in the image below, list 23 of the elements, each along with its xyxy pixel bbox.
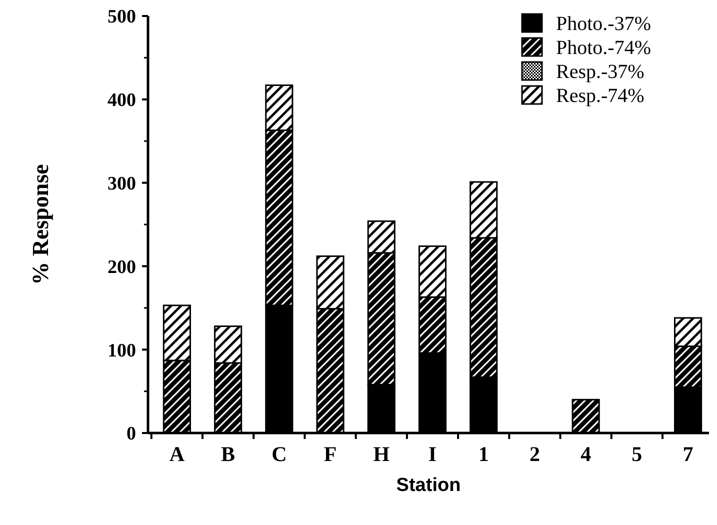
x-tick-label: I xyxy=(428,442,437,466)
x-tick-label: B xyxy=(221,442,236,466)
x-tick-label: C xyxy=(272,442,287,466)
y-tick-label: 100 xyxy=(108,340,136,362)
legend-label: Photo.-37% xyxy=(556,13,651,35)
legend-label: Resp.-74% xyxy=(556,85,644,107)
y-tick-label: 0 xyxy=(126,424,136,445)
x-tick-label: H xyxy=(373,442,390,466)
y-tick-label: 200 xyxy=(108,256,136,278)
y-tick-label: 400 xyxy=(108,90,136,112)
legend-label: Photo.-74% xyxy=(556,37,651,59)
y-axis-title: % Response xyxy=(28,164,53,285)
y-tick-label: 500 xyxy=(108,6,136,28)
x-tick-label: F xyxy=(324,442,337,466)
x-tick-label: 5 xyxy=(632,442,642,466)
x-axis-title: Station xyxy=(396,475,461,496)
x-tick-label: 1 xyxy=(478,442,489,466)
legend-label: Resp.-37% xyxy=(556,61,644,83)
y-tick-label: 300 xyxy=(108,173,136,194)
x-tick-label: 2 xyxy=(529,442,540,466)
x-tick-label: 7 xyxy=(682,442,694,466)
x-tick-label: 4 xyxy=(580,442,592,466)
x-tick-label: A xyxy=(169,442,186,466)
